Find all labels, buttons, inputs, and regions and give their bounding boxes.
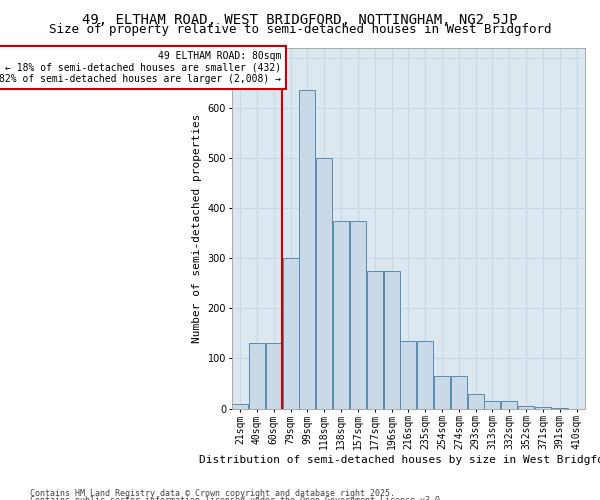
Bar bbox=[350, 220, 366, 408]
Bar bbox=[484, 401, 500, 408]
X-axis label: Distribution of semi-detached houses by size in West Bridgford: Distribution of semi-detached houses by … bbox=[199, 455, 600, 465]
Bar bbox=[333, 220, 349, 408]
Bar bbox=[316, 158, 332, 408]
Bar bbox=[518, 406, 534, 408]
Bar bbox=[283, 258, 299, 408]
Bar bbox=[383, 270, 400, 408]
Text: Contains HM Land Registry data © Crown copyright and database right 2025.: Contains HM Land Registry data © Crown c… bbox=[30, 488, 395, 498]
Bar bbox=[535, 407, 551, 408]
Bar bbox=[367, 270, 383, 408]
Text: 49, ELTHAM ROAD, WEST BRIDGFORD, NOTTINGHAM, NG2 5JP: 49, ELTHAM ROAD, WEST BRIDGFORD, NOTTING… bbox=[82, 12, 518, 26]
Bar bbox=[400, 341, 416, 408]
Bar bbox=[501, 401, 517, 408]
Bar bbox=[266, 344, 282, 408]
Bar bbox=[451, 376, 467, 408]
Text: Size of property relative to semi-detached houses in West Bridgford: Size of property relative to semi-detach… bbox=[49, 22, 551, 36]
Bar bbox=[417, 341, 433, 408]
Text: Contains public sector information licensed under the Open Government Licence v3: Contains public sector information licen… bbox=[30, 496, 445, 500]
Y-axis label: Number of semi-detached properties: Number of semi-detached properties bbox=[192, 114, 202, 343]
Bar bbox=[232, 404, 248, 408]
Bar bbox=[467, 394, 484, 408]
Text: 49 ELTHAM ROAD: 80sqm
← 18% of semi-detached houses are smaller (432)
82% of sem: 49 ELTHAM ROAD: 80sqm ← 18% of semi-deta… bbox=[0, 51, 281, 84]
Bar bbox=[434, 376, 450, 408]
Bar bbox=[249, 344, 265, 408]
Bar bbox=[299, 90, 316, 408]
